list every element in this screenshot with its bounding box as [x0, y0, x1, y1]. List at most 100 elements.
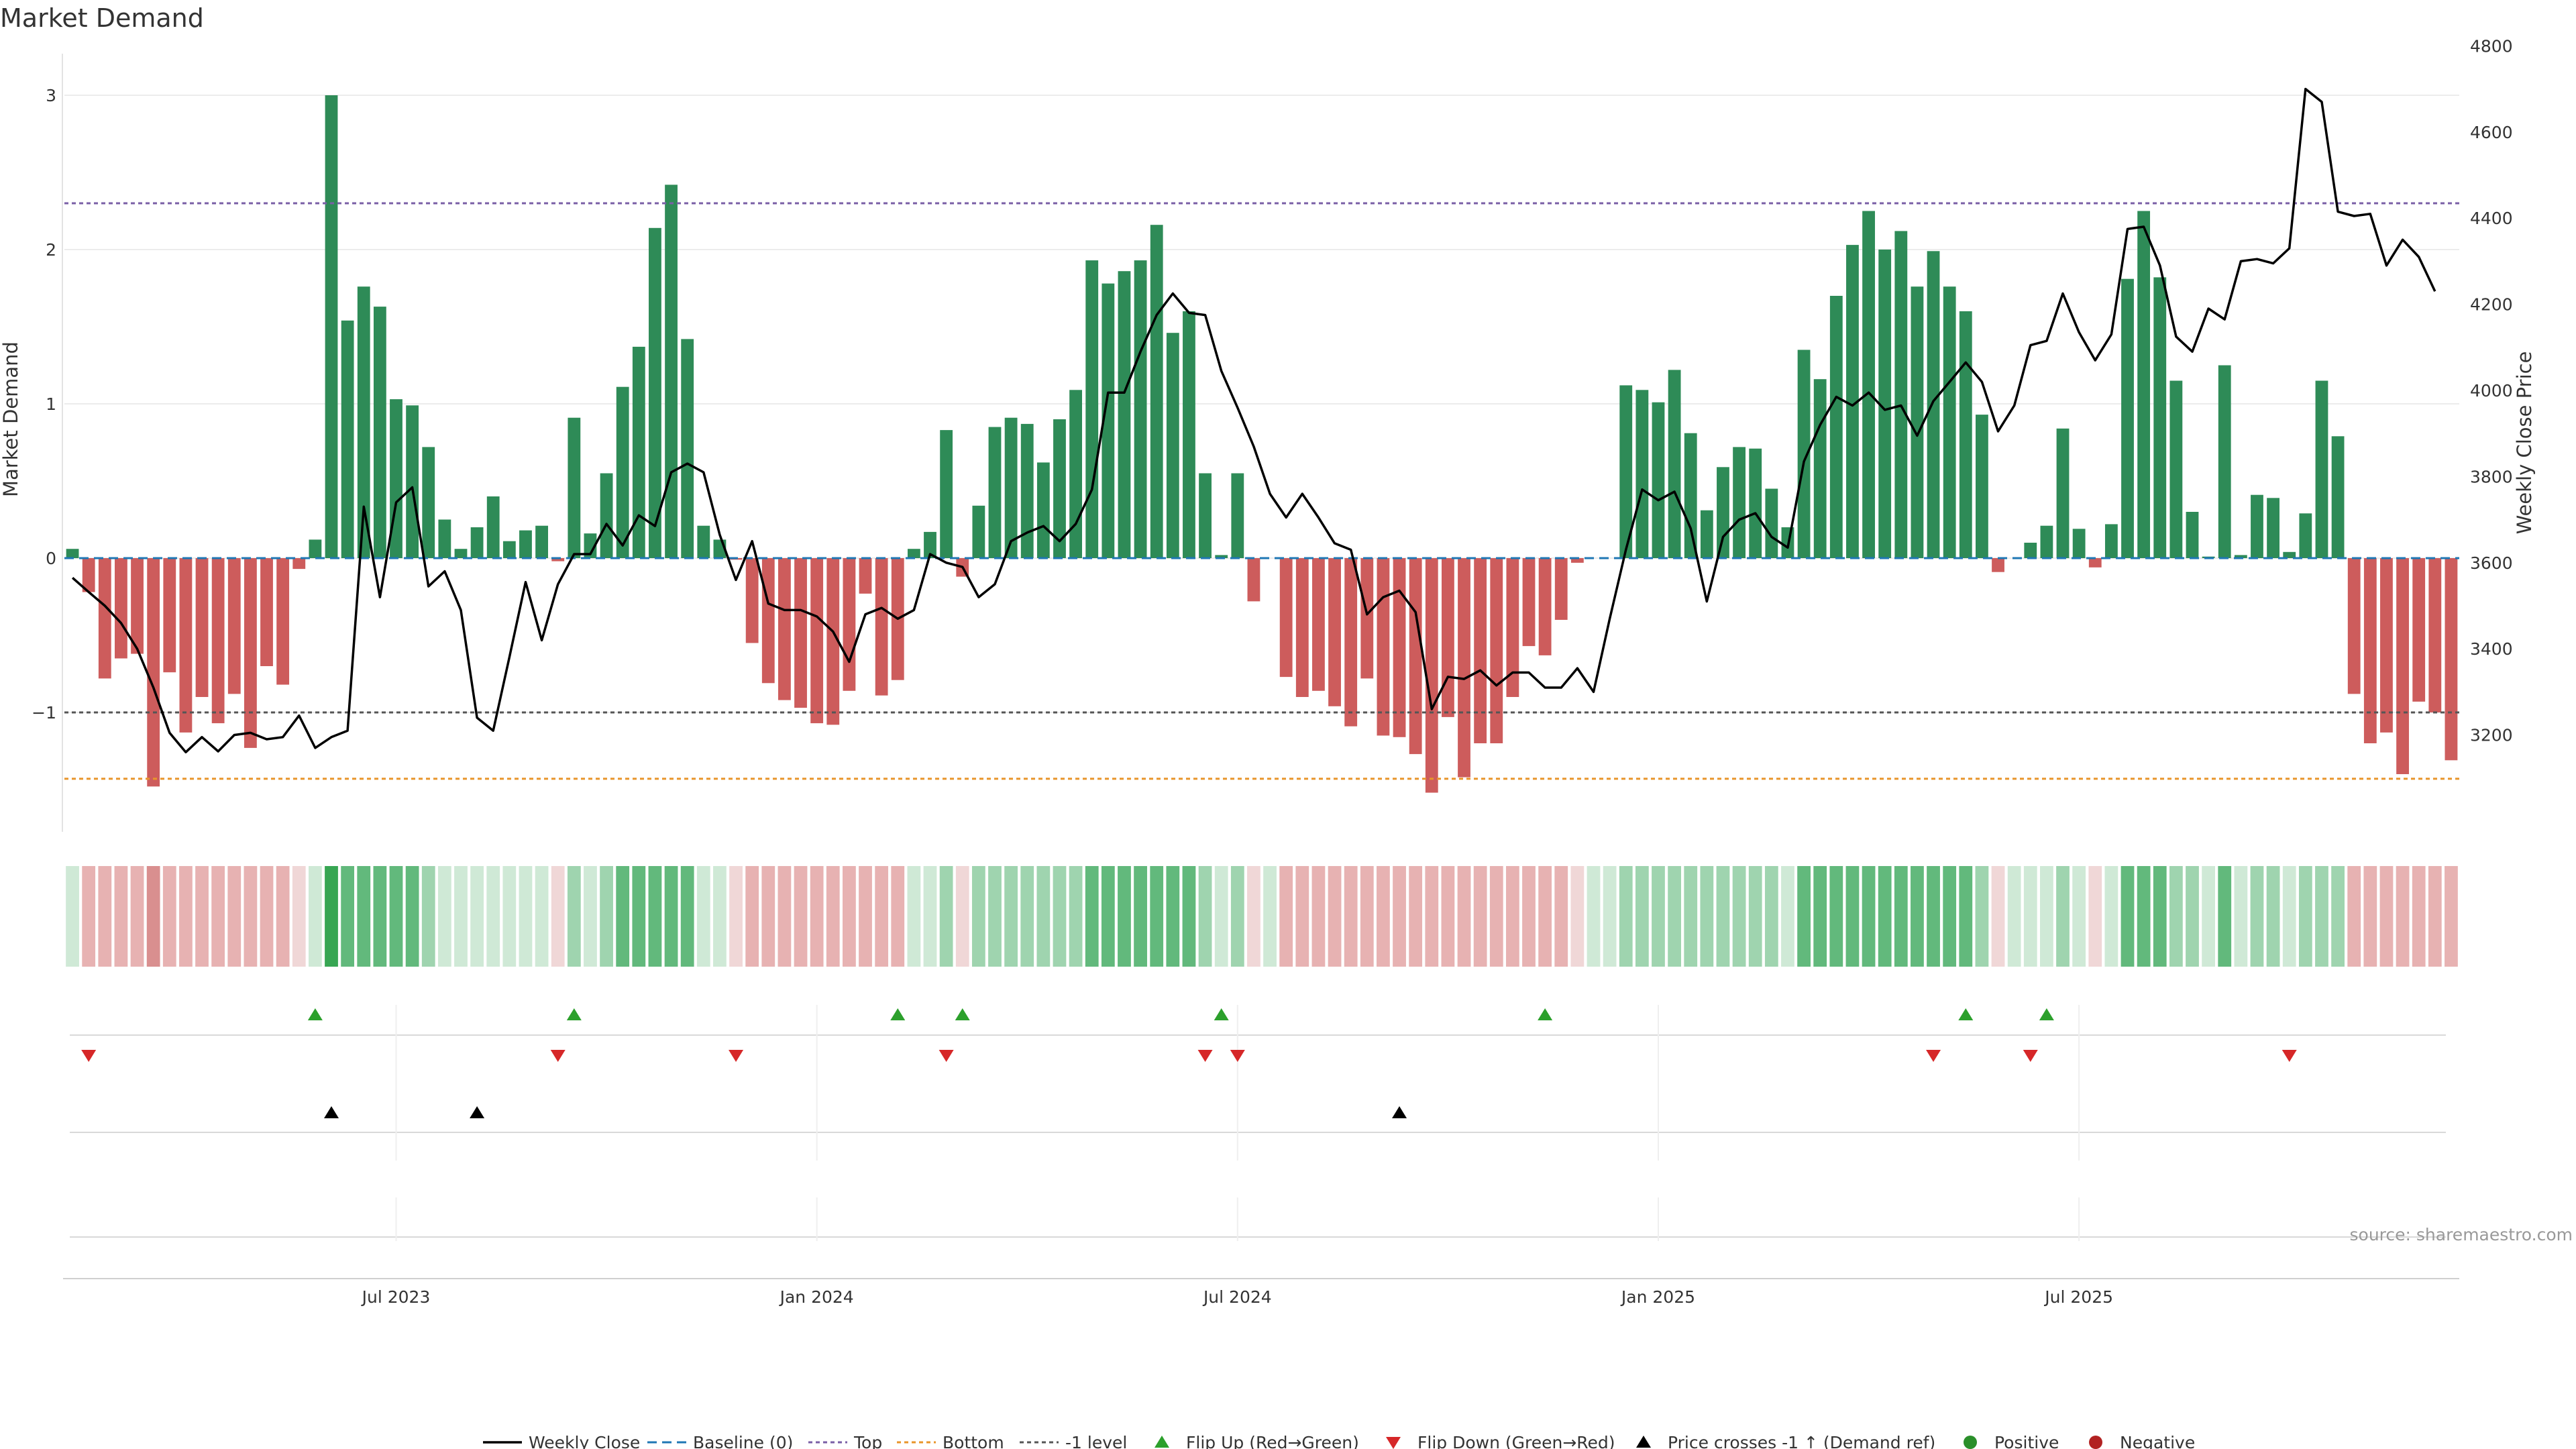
- demand-bar-71: [1215, 555, 1228, 558]
- price-cross-marker-1: [470, 1106, 485, 1118]
- flip-down-marker-0: [81, 1050, 97, 1062]
- legend-item-4: -1 level: [1020, 1433, 1127, 1449]
- strength-cell-57: [988, 866, 1002, 967]
- demand-bar-127: [2121, 278, 2134, 558]
- strength-cell-102: [1716, 866, 1730, 967]
- demand-bar-33: [600, 473, 613, 558]
- demand-bar-12: [260, 558, 273, 666]
- demand-bar-114: [1911, 286, 1924, 558]
- demand-bar-141: [2347, 558, 2361, 694]
- demand-bar-45: [794, 558, 807, 708]
- strength-cell-110: [1845, 866, 1860, 967]
- strength-cell-143: [2379, 866, 2394, 967]
- demand-bar-36: [649, 227, 661, 558]
- strength-cell-66: [1134, 866, 1147, 967]
- demand-bar-136: [2267, 498, 2280, 558]
- strength-cell-119: [1991, 866, 2005, 967]
- strength-cell-29: [535, 866, 549, 967]
- strength-cell-92: [1554, 866, 1568, 967]
- demand-bar-83: [1409, 558, 1422, 755]
- strength-cell-145: [2412, 866, 2426, 967]
- demand-bar-21: [406, 405, 419, 558]
- demand-bar-78: [1328, 558, 1341, 706]
- strength-cell-4: [130, 866, 144, 967]
- strength-cell-67: [1150, 866, 1164, 967]
- strength-cell-81: [1377, 866, 1390, 967]
- demand-bar-30: [551, 558, 565, 561]
- demand-bar-46: [810, 558, 824, 724]
- demand-bar-69: [1183, 311, 1195, 558]
- legend-item-3: Bottom: [897, 1433, 1004, 1449]
- strength-cell-78: [1328, 866, 1342, 967]
- demand-bar-8: [195, 558, 209, 697]
- strength-cell-129: [2153, 866, 2167, 967]
- strength-cell-58: [1004, 866, 1018, 967]
- strength-cell-125: [2088, 866, 2102, 967]
- demand-bar-125: [2088, 558, 2102, 568]
- strength-cell-91: [1538, 866, 1552, 967]
- strength-cell-38: [680, 866, 694, 967]
- strength-cell-48: [843, 866, 856, 967]
- strength-cell-87: [1473, 866, 1487, 967]
- demand-bar-15: [309, 539, 322, 558]
- strength-cell-89: [1505, 866, 1519, 967]
- strength-cell-51: [891, 866, 905, 967]
- price-cross-marker-0: [324, 1106, 339, 1118]
- demand-bar-84: [1425, 558, 1438, 793]
- strength-cell-16: [325, 866, 338, 967]
- demand-bar-24: [454, 549, 468, 558]
- legend-label-5: Flip Up (Red→Green): [1186, 1433, 1359, 1449]
- y2-tick-label-5: 3800: [2470, 467, 2513, 486]
- demand-bar-61: [1053, 419, 1066, 558]
- strength-cell-13: [276, 866, 290, 967]
- strength-cell-95: [1603, 866, 1617, 967]
- strength-cell-34: [616, 866, 630, 967]
- y2-tick-label-8: 3200: [2470, 726, 2513, 745]
- strength-cell-104: [1748, 866, 1762, 967]
- legend-swatch-dot-neg: [2089, 1436, 2102, 1449]
- demand-bar-99: [1668, 370, 1681, 558]
- y2-axis-label: Weekly Close Price: [2513, 352, 2536, 535]
- strength-cell-74: [1263, 866, 1277, 967]
- strength-cell-41: [729, 866, 743, 967]
- strength-cell-84: [1425, 866, 1439, 967]
- demand-bar-86: [1458, 558, 1470, 777]
- demand-bar-133: [2218, 365, 2231, 558]
- strength-cell-56: [971, 866, 985, 967]
- demand-bar-88: [1490, 558, 1503, 743]
- strength-cell-80: [1360, 866, 1374, 967]
- strength-cell-63: [1085, 866, 1099, 967]
- strength-cell-88: [1489, 866, 1503, 967]
- demand-bar-135: [2251, 494, 2263, 558]
- legend-item-5: Flip Up (Red→Green): [1155, 1433, 1359, 1449]
- demand-bar-98: [1652, 402, 1665, 558]
- demand-bar-126: [2104, 524, 2118, 558]
- legend-item-6: Flip Down (Green→Red): [1386, 1433, 1615, 1449]
- strength-cell-37: [664, 866, 678, 967]
- price-cross-marker-2: [1392, 1106, 1407, 1118]
- strength-cell-107: [1797, 866, 1811, 967]
- demand-bar-62: [1069, 390, 1083, 558]
- demand-bar-139: [2315, 380, 2328, 558]
- demand-bar-90: [1522, 558, 1536, 647]
- strength-cell-76: [1295, 866, 1309, 967]
- demand-bar-113: [1894, 231, 1908, 558]
- demand-bar-134: [2234, 555, 2247, 558]
- y-tick-label-3: 0: [46, 549, 56, 568]
- strength-cell-60: [1036, 866, 1051, 967]
- strength-cell-133: [2218, 866, 2232, 967]
- strength-cell-9: [211, 866, 225, 967]
- demand-bar-0: [66, 549, 79, 558]
- strength-cell-85: [1441, 866, 1455, 967]
- strength-cell-15: [308, 866, 322, 967]
- strength-cell-139: [2315, 866, 2328, 967]
- strength-cell-117: [1959, 866, 1973, 967]
- x-tick-label-0: Jul 2023: [361, 1287, 431, 1307]
- demand-bar-111: [1862, 211, 1875, 558]
- strength-cell-42: [745, 866, 759, 967]
- strength-cell-24: [454, 866, 468, 967]
- strength-cell-103: [1732, 866, 1746, 967]
- strength-cell-126: [2104, 866, 2118, 967]
- demand-bar-50: [875, 558, 888, 696]
- strength-cell-5: [146, 866, 160, 967]
